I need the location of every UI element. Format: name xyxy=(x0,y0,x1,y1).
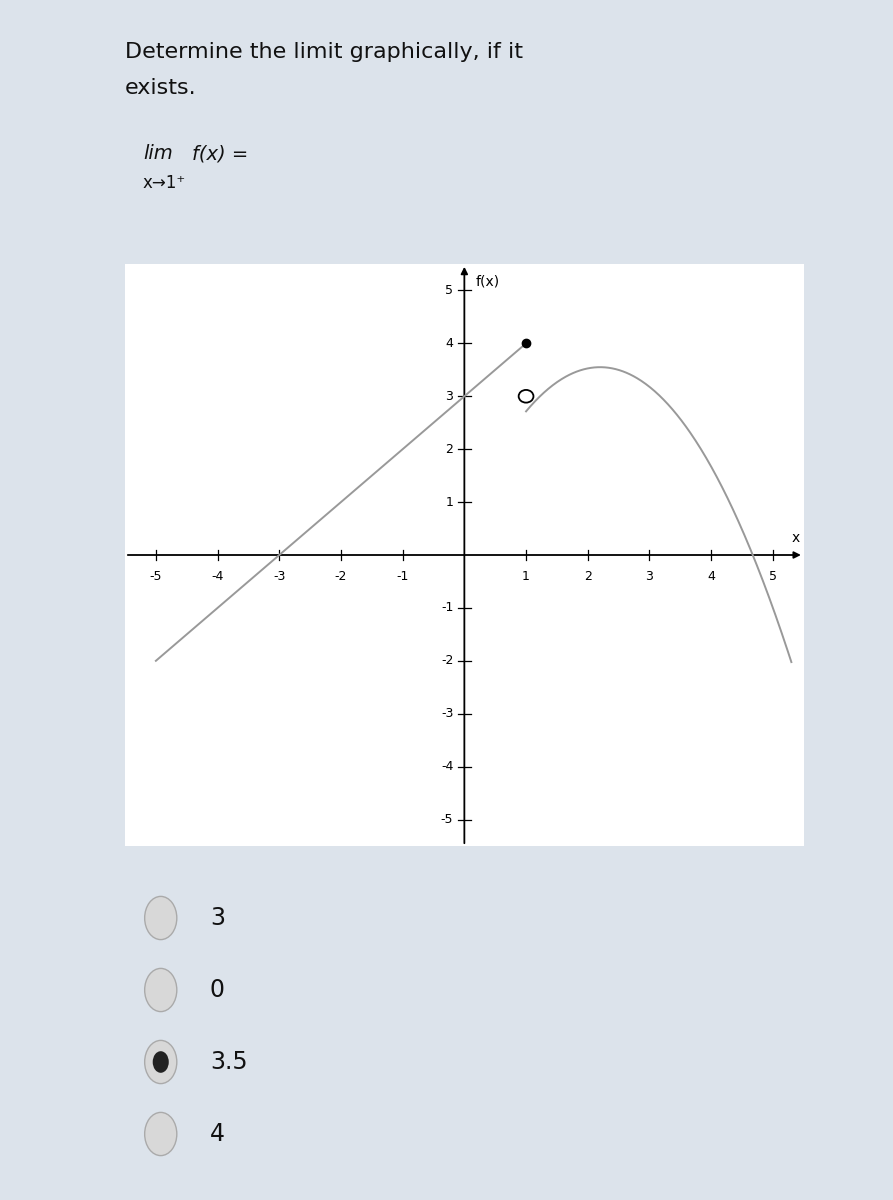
Text: -2: -2 xyxy=(335,570,347,583)
Text: 3: 3 xyxy=(446,390,454,403)
Text: 0: 0 xyxy=(210,978,225,1002)
Text: Determine the limit graphically, if it: Determine the limit graphically, if it xyxy=(125,42,523,62)
Text: x→1⁺: x→1⁺ xyxy=(143,174,186,192)
Text: lim: lim xyxy=(143,144,172,163)
Text: x: x xyxy=(791,532,799,546)
Text: 3: 3 xyxy=(210,906,225,930)
Text: 1: 1 xyxy=(446,496,454,509)
Text: 5: 5 xyxy=(769,570,777,583)
Text: 4: 4 xyxy=(210,1122,225,1146)
Text: 5: 5 xyxy=(446,284,454,296)
Text: 4: 4 xyxy=(446,337,454,350)
Text: 4: 4 xyxy=(707,570,715,583)
Circle shape xyxy=(519,390,533,403)
Text: -4: -4 xyxy=(212,570,224,583)
Text: 3.5: 3.5 xyxy=(210,1050,247,1074)
Text: f(x) =: f(x) = xyxy=(192,144,248,163)
Text: 2: 2 xyxy=(446,443,454,456)
Text: 2: 2 xyxy=(584,570,592,583)
Text: -2: -2 xyxy=(441,654,454,667)
Text: -1: -1 xyxy=(441,601,454,614)
Text: -3: -3 xyxy=(273,570,286,583)
Text: 3: 3 xyxy=(646,570,654,583)
Text: exists.: exists. xyxy=(125,78,196,98)
Text: 1: 1 xyxy=(522,570,530,583)
Text: -4: -4 xyxy=(441,760,454,773)
Text: -5: -5 xyxy=(441,814,454,826)
Text: f(x): f(x) xyxy=(475,275,499,288)
Text: -1: -1 xyxy=(396,570,409,583)
Text: -5: -5 xyxy=(150,570,163,583)
Text: -3: -3 xyxy=(441,707,454,720)
